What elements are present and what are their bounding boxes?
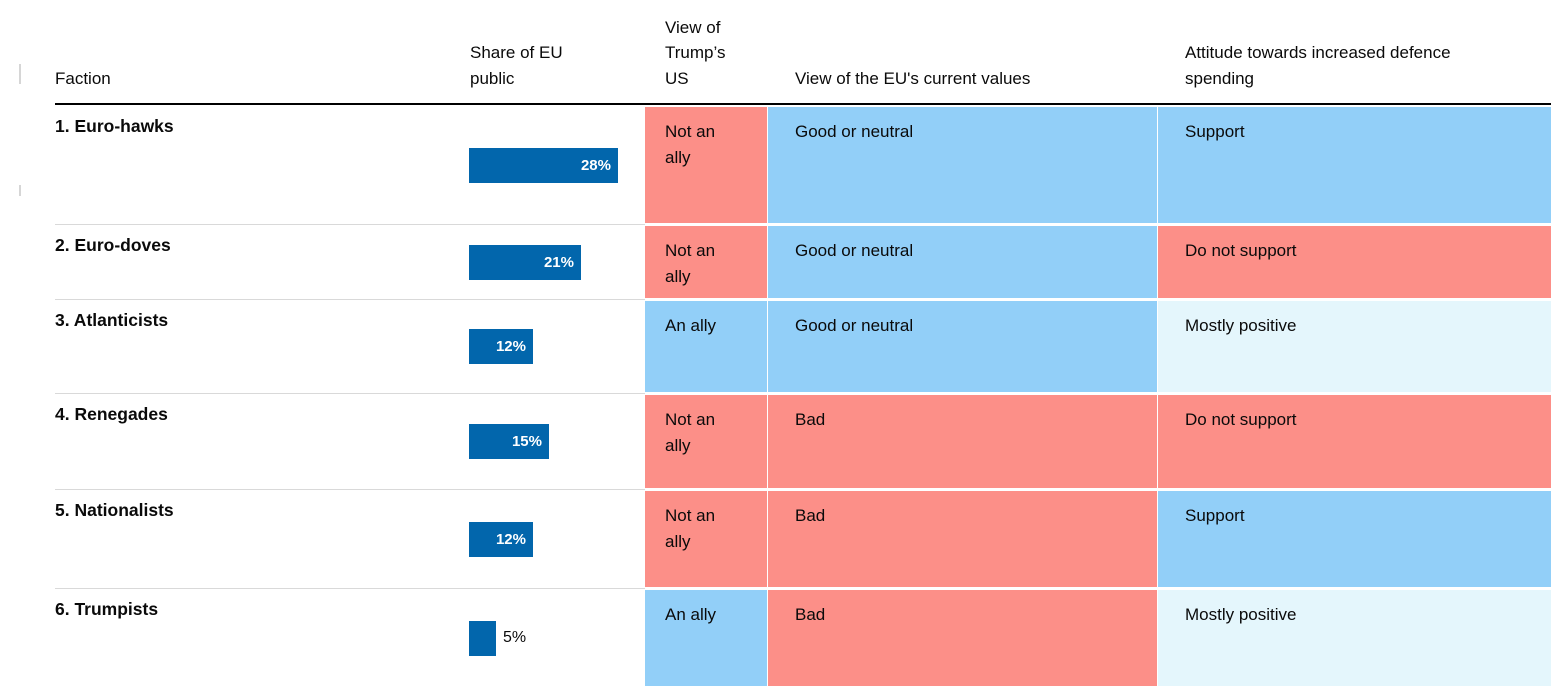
defence-spending-cell: Do not support <box>1158 226 1551 298</box>
column-header-eu-values: View of the EU's current values <box>795 68 1031 88</box>
column-header-share: Share of EU public <box>469 40 645 105</box>
column-header-faction: Faction <box>55 68 111 88</box>
trump-us-view-text: Not an ally <box>665 122 716 168</box>
trump-us-view-cell: An ally <box>645 590 768 686</box>
column-header-trump-us: View of Trump’s US <box>645 15 768 106</box>
trump-us-view-cell: Not an ally <box>645 395 768 488</box>
defence-spending-cell: Mostly positive <box>1158 301 1551 392</box>
share-bar-cell: 28% <box>469 107 645 223</box>
table-body: 1. Euro-hawks 28% Not an ally Good or ne… <box>0 107 1551 686</box>
trump-us-view-cell: Not an ally <box>645 226 768 298</box>
eu-values-view-cell: Good or neutral <box>768 226 1158 298</box>
trump-us-view-cell: Not an ally <box>645 107 768 223</box>
column-header-defence-spending-label: Attitude towards increased defence spend… <box>1185 43 1451 88</box>
faction-name: 2. Euro-doves <box>55 235 171 255</box>
share-bar-value: 15% <box>511 433 542 450</box>
column-header-trump-us-label: View of Trump’s US <box>665 17 726 88</box>
left-edge-artifact <box>19 185 21 196</box>
table-row: 6. Trumpists 5% An ally Bad Mostly posit… <box>0 588 1551 686</box>
share-bar-value: 12% <box>495 530 526 548</box>
share-bar-cell: 15% <box>469 395 645 488</box>
share-bar-cell: 5% <box>469 590 645 686</box>
trump-us-view-text: Not an ally <box>665 241 716 287</box>
share-bar-cell: 12% <box>469 491 645 587</box>
faction-name: 3. Atlanticists <box>55 310 169 330</box>
share-bar-value: 28% <box>580 156 611 174</box>
share-bar: 12% <box>469 329 533 364</box>
left-edge-artifact <box>19 64 21 84</box>
trump-us-view-cell: An ally <box>645 301 768 392</box>
column-header-defence-spending: Attitude towards increased defence spend… <box>1158 40 1551 105</box>
faction-name: 6. Trumpists <box>55 599 159 619</box>
share-bar: 12% <box>469 521 533 557</box>
defence-spending-cell: Mostly positive <box>1158 590 1551 686</box>
table-header-row: Faction Share of EU public View of Trump… <box>0 0 1551 105</box>
defence-spending-cell: Support <box>1158 107 1551 223</box>
table-row: 5. Nationalists 12% Not an ally Bad Supp… <box>0 489 1551 587</box>
faction-name: 5. Nationalists <box>55 500 174 520</box>
defence-spending-cell: Do not support <box>1158 395 1551 488</box>
trump-us-view-text: An ally <box>665 605 717 624</box>
eu-values-view-cell: Bad <box>768 491 1158 587</box>
trump-us-view-text: Not an ally <box>665 410 716 456</box>
share-bar-value: 5% <box>503 629 527 646</box>
trump-us-view-text: An ally <box>665 316 717 335</box>
defence-spending-cell: Support <box>1158 491 1551 587</box>
eu-values-view-cell: Bad <box>768 590 1158 686</box>
share-bar: 21% <box>469 244 581 280</box>
share-bar: 5% <box>469 620 526 656</box>
eu-values-view-cell: Good or neutral <box>768 107 1158 223</box>
share-bar-value: 21% <box>543 253 574 271</box>
eu-values-view-cell: Bad <box>768 395 1158 488</box>
table-row: 1. Euro-hawks 28% Not an ally Good or ne… <box>0 107 1551 223</box>
share-bar: 28% <box>469 147 618 183</box>
share-bar-cell: 12% <box>469 301 645 392</box>
trump-us-view-cell: Not an ally <box>645 491 768 587</box>
table-row: 3. Atlanticists 12% An ally Good or neut… <box>0 299 1551 392</box>
share-bar: 15% <box>469 424 549 459</box>
eu-values-view-cell: Good or neutral <box>768 301 1158 392</box>
trump-us-view-text: Not an ally <box>665 506 716 552</box>
column-header-share-label: Share of EU public <box>470 43 563 88</box>
faction-name: 4. Renegades <box>55 404 168 424</box>
faction-name: 1. Euro-hawks <box>55 116 174 136</box>
table-row: 4. Renegades 15% Not an ally Bad Do not … <box>0 393 1551 488</box>
share-bar-cell: 21% <box>469 226 645 298</box>
table-row: 2. Euro-doves 21% Not an ally Good or ne… <box>0 224 1551 298</box>
share-bar-value: 12% <box>495 338 526 355</box>
